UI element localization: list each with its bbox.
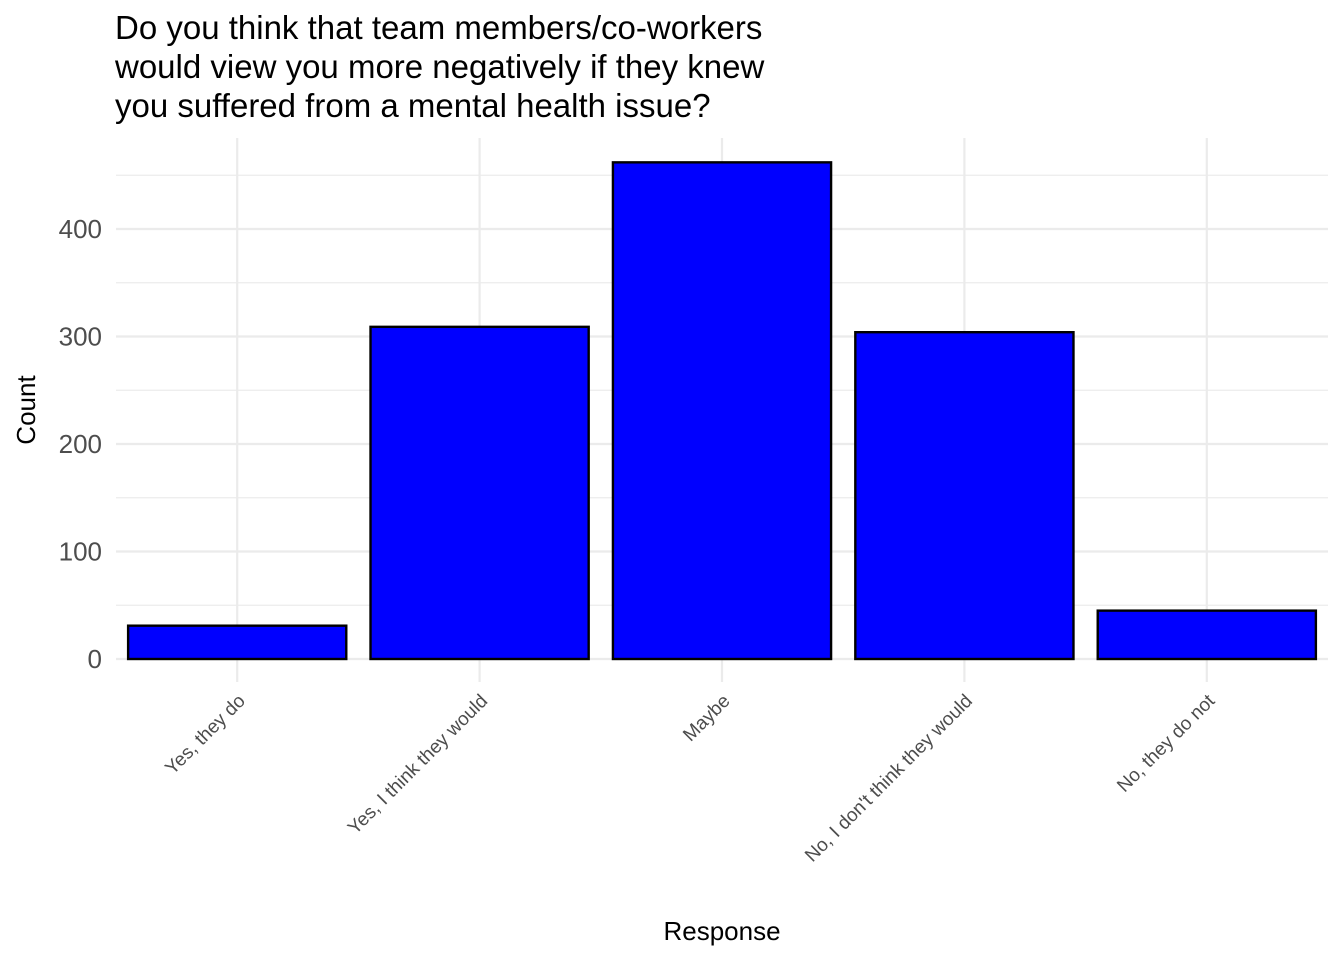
y-tick-label-0: 0 bbox=[88, 644, 102, 674]
chart-title-line-1: Do you think that team members/co-worker… bbox=[115, 9, 762, 46]
y-axis-ticks: 0 100 200 300 400 bbox=[59, 214, 102, 674]
bar-1 bbox=[369, 325, 590, 661]
bar-4 bbox=[1096, 609, 1318, 661]
x-tick-label-4: No, they do not bbox=[1113, 690, 1219, 796]
y-tick-label-4: 400 bbox=[59, 214, 102, 244]
bar-2 bbox=[611, 161, 833, 661]
bar-0 bbox=[126, 624, 348, 661]
y-axis-label: Count bbox=[11, 375, 41, 445]
y-tick-label-3: 300 bbox=[59, 322, 102, 352]
chart-title: Do you think that team members/co-worker… bbox=[114, 9, 764, 124]
x-tick-label-2: Maybe bbox=[679, 691, 734, 746]
x-axis-label: Response bbox=[663, 916, 780, 946]
chart-title-line-2: would view you more negatively if they k… bbox=[114, 48, 764, 85]
bar-3 bbox=[854, 331, 1075, 661]
bars bbox=[126, 161, 1318, 661]
x-tick-label-1: Yes, I think they would bbox=[344, 691, 492, 839]
x-tick-label-3: No, I don't think they would bbox=[801, 691, 977, 867]
y-tick-label-2: 200 bbox=[59, 429, 102, 459]
x-tick-label-0: Yes, they do bbox=[161, 691, 249, 779]
x-axis-ticks: Yes, they do Yes, I think they would Maybe… bbox=[161, 690, 1219, 866]
y-tick-label-1: 100 bbox=[59, 537, 102, 567]
chart-title-line-3: you suffered from a mental health issue? bbox=[115, 87, 711, 124]
